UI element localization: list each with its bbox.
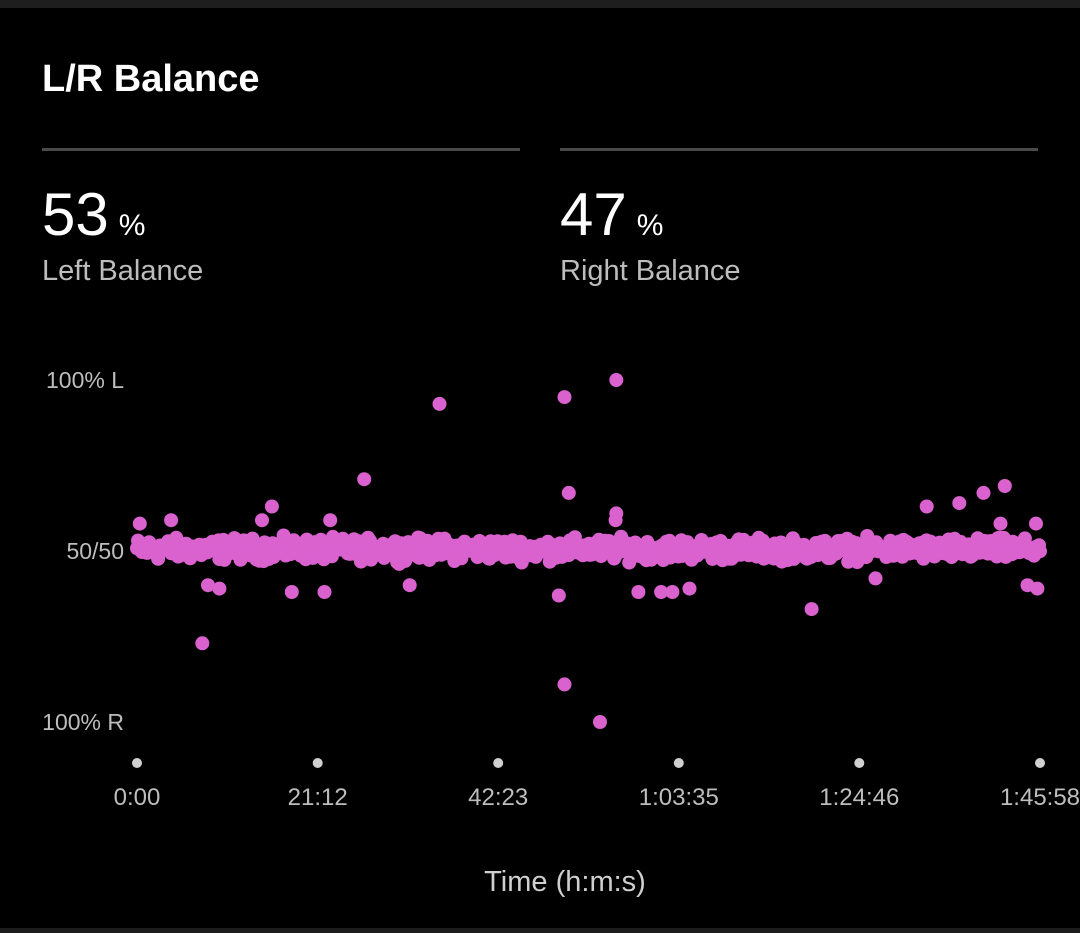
data-points bbox=[130, 373, 1047, 729]
x-axis-ticks: 0:00 21:12 42:23 1:03:35 1:24:46 1:45:58 bbox=[114, 758, 1080, 811]
x-axis-label: Time (h:m:s) bbox=[484, 866, 646, 898]
left-divider bbox=[42, 148, 520, 151]
y-tick-label: 50/50 bbox=[66, 538, 124, 564]
data-point bbox=[164, 513, 179, 528]
data-point bbox=[323, 513, 338, 528]
right-balance-stat: 47% Right Balance bbox=[560, 180, 741, 288]
x-tick-label: 42:23 bbox=[468, 784, 528, 811]
data-point bbox=[997, 479, 1012, 493]
left-balance-stat: 53% Left Balance bbox=[42, 180, 203, 288]
data-point bbox=[357, 472, 372, 487]
data-point bbox=[557, 390, 572, 405]
data-point bbox=[402, 578, 417, 593]
left-balance-unit: % bbox=[118, 209, 146, 242]
data-point bbox=[631, 585, 646, 599]
y-tick-label: 100% L bbox=[46, 367, 124, 393]
data-point bbox=[551, 588, 566, 603]
right-balance-unit: % bbox=[636, 209, 664, 242]
right-balance-value: 47 bbox=[560, 181, 627, 248]
data-point bbox=[1020, 578, 1035, 593]
data-point bbox=[1033, 544, 1047, 559]
data-point bbox=[976, 485, 991, 500]
data-point bbox=[608, 513, 623, 528]
data-point bbox=[804, 602, 819, 617]
x-tick-label: 0:00 bbox=[114, 784, 161, 811]
x-tick-mark bbox=[312, 758, 323, 768]
x-tick-label: 1:45:58 bbox=[1000, 784, 1080, 811]
top-strip bbox=[0, 0, 1080, 8]
x-tick-mark bbox=[493, 758, 504, 768]
data-point bbox=[665, 585, 680, 599]
right-divider bbox=[560, 148, 1038, 151]
data-point bbox=[561, 485, 576, 500]
data-point bbox=[201, 578, 215, 593]
data-point bbox=[919, 499, 934, 514]
x-tick-mark bbox=[854, 758, 865, 768]
data-point bbox=[654, 585, 669, 599]
data-point bbox=[557, 677, 572, 692]
data-point bbox=[132, 516, 147, 531]
lr-balance-scatter-chart: 100% L 50/50 100% R 0:00 21:12 42:23 1:03:35 1… bbox=[42, 367, 1080, 811]
x-tick-label: 1:24:46 bbox=[819, 784, 899, 811]
data-point bbox=[1017, 531, 1032, 546]
data-point bbox=[284, 585, 299, 599]
x-tick-mark bbox=[1035, 758, 1045, 768]
bottom-strip bbox=[0, 928, 1080, 933]
data-point bbox=[593, 715, 607, 729]
data-point bbox=[952, 496, 967, 511]
data-point bbox=[868, 571, 883, 586]
page-title: L/R Balance bbox=[42, 58, 260, 100]
x-tick-label: 1:03:35 bbox=[639, 784, 719, 811]
left-balance-label: Left Balance bbox=[42, 255, 204, 287]
x-tick-label: 21:12 bbox=[288, 784, 348, 811]
data-point bbox=[682, 581, 697, 596]
data-point bbox=[1029, 516, 1043, 531]
data-point bbox=[255, 513, 269, 528]
data-point bbox=[993, 516, 1008, 531]
x-tick-mark bbox=[673, 758, 684, 768]
x-tick-mark bbox=[132, 758, 142, 768]
data-point bbox=[212, 581, 227, 596]
y-axis-ticks: 100% L 50/50 100% R bbox=[42, 367, 124, 735]
data-point bbox=[264, 499, 279, 514]
data-point bbox=[609, 373, 624, 387]
data-point bbox=[317, 585, 332, 599]
data-point bbox=[195, 636, 210, 651]
right-balance-label: Right Balance bbox=[560, 255, 741, 287]
y-tick-label: 100% R bbox=[42, 709, 124, 735]
left-balance-value: 53 bbox=[42, 181, 109, 248]
data-point bbox=[432, 396, 447, 411]
